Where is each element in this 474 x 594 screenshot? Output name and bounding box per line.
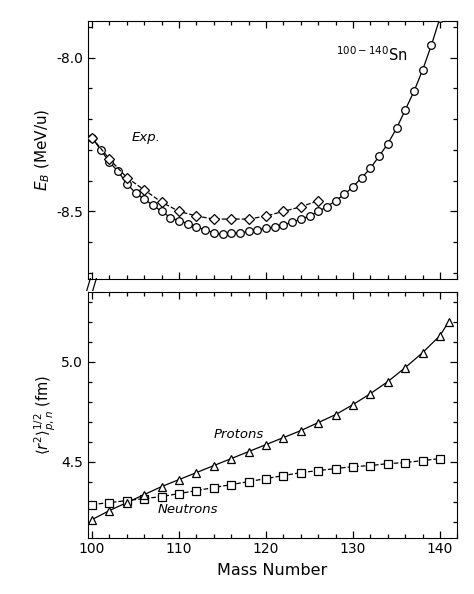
Text: Protons: Protons — [214, 428, 264, 441]
Text: $^{100-140}$Sn: $^{100-140}$Sn — [336, 45, 407, 64]
Text: Exp.: Exp. — [131, 131, 160, 144]
X-axis label: Mass Number: Mass Number — [218, 563, 328, 579]
Y-axis label: $\langle r^2 \rangle^{1/2}_{p,n}$ (fm): $\langle r^2 \rangle^{1/2}_{p,n}$ (fm) — [33, 374, 58, 455]
Text: Neutrons: Neutrons — [157, 503, 218, 516]
Text: /: / — [92, 278, 97, 293]
Text: /: / — [86, 278, 91, 293]
Y-axis label: $E_B$ (MeV/u): $E_B$ (MeV/u) — [33, 109, 52, 191]
